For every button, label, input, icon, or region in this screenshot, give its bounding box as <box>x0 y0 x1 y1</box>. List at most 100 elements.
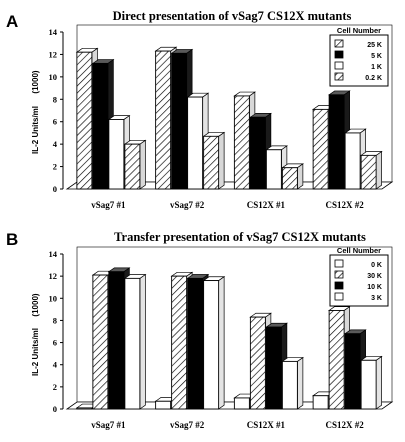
y-tick-label: 14 <box>49 249 58 259</box>
y-tick-label: 10 <box>49 293 58 303</box>
bar-front <box>360 154 377 190</box>
y-axis-label: IL-2 Units/ml <box>31 106 40 154</box>
bar-side <box>375 150 382 190</box>
bar-front <box>328 310 345 410</box>
bar-front <box>344 333 361 410</box>
bar-front <box>155 400 172 410</box>
y-tick-label: 6 <box>53 338 57 348</box>
legend-label: 10 K <box>367 284 382 291</box>
panel-letter: A <box>6 12 18 31</box>
bar <box>202 131 226 190</box>
y-tick-label: 12 <box>49 271 58 281</box>
bar-front <box>265 149 282 190</box>
bar-front <box>92 62 109 190</box>
y-tick-label: 6 <box>53 117 57 127</box>
y-axis-label: IL-2 Units/ml <box>31 328 40 376</box>
bar-front <box>312 108 329 190</box>
y-tick-label: 0 <box>53 404 57 414</box>
bar-side <box>139 273 146 410</box>
y-tick-label: 12 <box>49 49 58 59</box>
y-tick-label: 8 <box>53 315 57 325</box>
panel-b: B Transfer presentation of vSag7 CS12X mu… <box>6 230 394 430</box>
bar-front <box>203 135 220 190</box>
y-axis-unit: (1000) <box>31 70 40 93</box>
legend-label: 25 K <box>367 42 382 49</box>
bar <box>123 273 147 410</box>
bar <box>281 356 304 410</box>
legend-swatch <box>334 50 344 59</box>
bar-front <box>328 94 345 190</box>
bar-front <box>249 116 266 190</box>
y-tick-label: 4 <box>53 360 58 370</box>
x-tick-label: vSag7 #1 <box>91 420 126 430</box>
x-tick-label: CS12X #2 <box>325 200 364 210</box>
legend-label: 1 K <box>371 64 382 71</box>
x-tick-label: vSag7 #2 <box>170 420 205 430</box>
bar-front <box>187 96 204 190</box>
x-tick-label: CS12X #2 <box>325 420 364 430</box>
bar-front <box>155 50 172 190</box>
legend-label: 5 K <box>371 53 382 60</box>
legend: Cell Number 25 K 5 K 1 K 0.2 K <box>329 26 389 87</box>
legend: Cell Number 0 K 30 K 10 K 3 K <box>329 246 389 307</box>
bar-side <box>297 356 304 410</box>
legend-title: Cell Number <box>337 26 381 35</box>
y-tick-label: 14 <box>49 27 58 37</box>
legend-label: 30 K <box>367 273 382 280</box>
y-tick-label: 0 <box>53 184 57 194</box>
y-tick-label: 8 <box>53 94 57 104</box>
bar-front <box>249 316 266 410</box>
bar-front <box>233 95 250 190</box>
bar <box>281 163 304 190</box>
bar-front <box>124 143 141 190</box>
legend-swatch <box>334 72 344 81</box>
y-tick-label: 2 <box>53 382 57 392</box>
legend-label: 0.2 K <box>365 75 382 82</box>
panel-letter: B <box>6 230 18 249</box>
x-tick-label: vSag7 #1 <box>91 200 126 210</box>
bar <box>360 150 383 190</box>
y-tick-label: 10 <box>49 72 58 82</box>
legend-swatch <box>334 270 344 279</box>
bar-front <box>92 274 109 410</box>
panel-a: A Direct presentation of vSag7 CS12X muta… <box>6 9 394 210</box>
chart-title: Direct presentation of vSag7 CS12X mutan… <box>113 9 352 23</box>
bar-side <box>218 131 225 190</box>
bar <box>107 114 131 190</box>
bar-front <box>344 132 361 190</box>
legend-label: 3 K <box>371 295 382 302</box>
bar <box>123 139 147 190</box>
bar-front <box>281 167 298 190</box>
bar-side <box>375 355 382 410</box>
legend-swatch <box>334 39 344 48</box>
bar-front <box>312 395 329 410</box>
bar-front <box>76 51 93 190</box>
y-axis-unit: (1000) <box>31 293 40 316</box>
bar-front <box>124 277 141 410</box>
legend-swatch <box>334 259 344 268</box>
bar-front <box>108 119 125 190</box>
x-tick-label: CS12X #1 <box>247 200 286 210</box>
bar-front <box>108 271 125 410</box>
bar-front <box>203 280 220 410</box>
legend-label: 0 K <box>371 262 382 269</box>
x-tick-label: vSag7 #2 <box>170 200 205 210</box>
bar-front <box>171 275 188 410</box>
y-tick-label: 4 <box>53 139 58 149</box>
y-tick-label: 2 <box>53 162 57 172</box>
bar-side <box>218 276 225 410</box>
bar-front <box>187 277 204 410</box>
bar-front <box>171 52 188 190</box>
chart-title: Transfer presentation of vSag7 CS12X mut… <box>114 230 366 244</box>
x-tick-label: CS12X #1 <box>247 420 286 430</box>
bar-front <box>76 407 93 410</box>
bar-side <box>297 163 304 190</box>
bar <box>202 276 226 410</box>
bar <box>360 355 383 410</box>
legend-swatch <box>334 281 344 290</box>
bar-front <box>360 359 377 410</box>
bar-front <box>233 397 250 410</box>
bar-side <box>139 139 146 190</box>
